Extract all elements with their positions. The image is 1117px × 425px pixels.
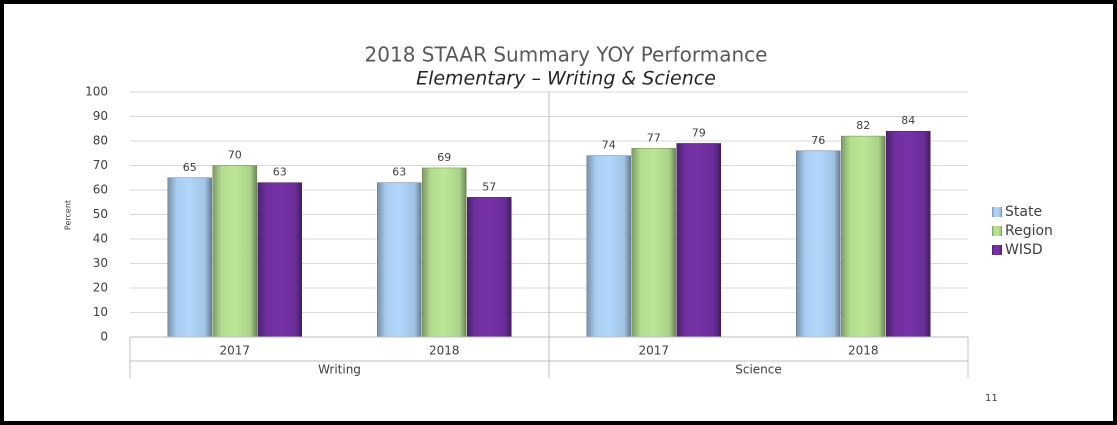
y-tick-label: 50 [93, 207, 108, 221]
y-tick-label: 40 [93, 232, 108, 246]
y-tick-label: 10 [93, 305, 108, 319]
value-label: 74 [602, 139, 616, 152]
legend-swatch [992, 207, 1002, 217]
bar [377, 182, 422, 338]
legend-label: State [1005, 204, 1042, 220]
legend-swatch [992, 245, 1002, 255]
bar [257, 182, 302, 338]
y-axis-label: Percent [64, 200, 73, 230]
x-tick-label: 2017 [638, 344, 669, 358]
chart-title: 2018 STAAR Summary YOY Performance [365, 43, 768, 67]
value-label: 69 [437, 151, 451, 164]
bar [796, 150, 841, 338]
legend-swatch [992, 226, 1002, 236]
value-label: 63 [273, 166, 287, 179]
x-tick-label: 2017 [219, 344, 250, 358]
legend-label: WISD [1005, 242, 1043, 258]
bar [167, 177, 212, 338]
bar [586, 155, 631, 338]
bar [212, 165, 257, 338]
value-label: 63 [392, 166, 406, 179]
value-label: 57 [482, 180, 496, 193]
y-tick-label: 0 [100, 330, 108, 344]
x-tick-label: 2018 [429, 344, 460, 358]
y-tick-label: 70 [93, 158, 108, 172]
page-number: 11 [985, 393, 998, 404]
y-tick-label: 30 [93, 256, 108, 270]
bar [676, 143, 721, 338]
value-label: 77 [647, 131, 661, 144]
y-tick-label: 20 [93, 281, 108, 295]
y-tick-label: 80 [93, 134, 108, 148]
y-tick-label: 100 [85, 85, 108, 99]
y-tick-label: 60 [93, 183, 108, 197]
value-label: 65 [183, 161, 197, 174]
bar [886, 130, 931, 338]
group-label: Science [735, 363, 782, 377]
legend-label: Region [1005, 223, 1053, 239]
group-label: Writing [318, 363, 361, 377]
y-tick-label: 90 [93, 109, 108, 123]
bar [467, 197, 512, 338]
x-tick-label: 2018 [848, 344, 879, 358]
value-label: 76 [811, 134, 825, 147]
bar [631, 148, 676, 338]
value-label: 79 [692, 126, 706, 139]
value-label: 84 [901, 114, 915, 127]
value-label: 82 [856, 119, 870, 132]
chart-subtitle: Elementary – Writing & Science [416, 68, 716, 90]
bar [841, 135, 886, 338]
bar [422, 167, 467, 338]
value-label: 70 [228, 149, 242, 162]
